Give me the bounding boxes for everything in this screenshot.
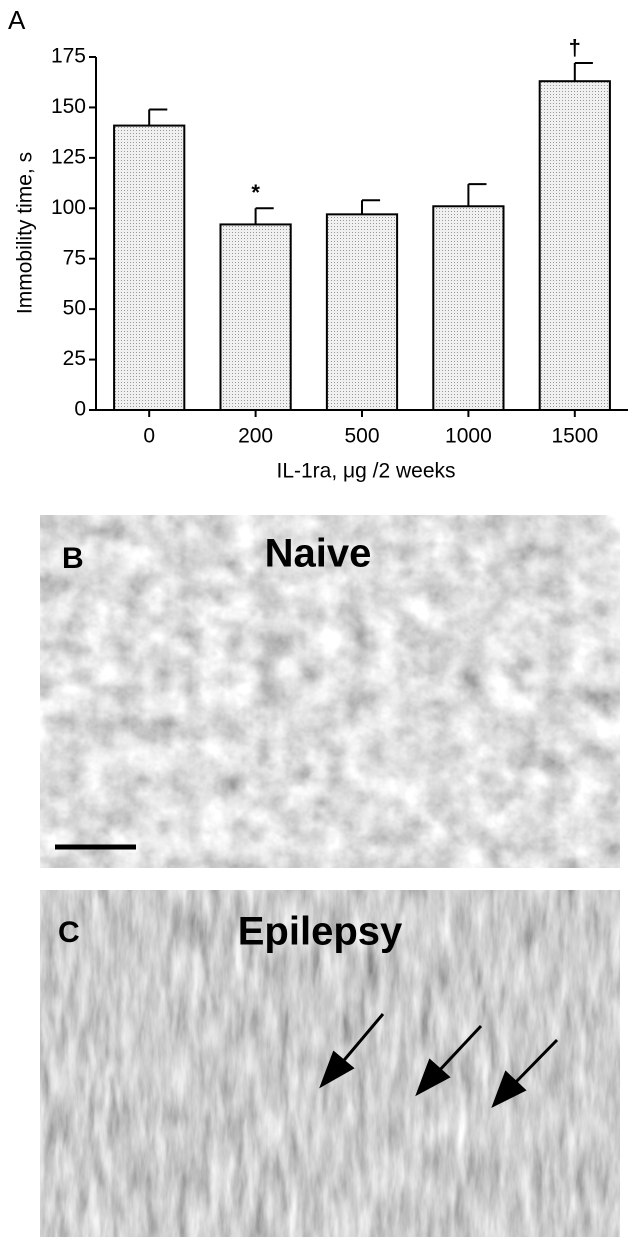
y-axis-label: Immobility time, s xyxy=(14,152,37,314)
panel-title: Naive xyxy=(265,532,372,576)
y-tick-label: 100 xyxy=(51,196,86,219)
annotation: † xyxy=(569,35,581,60)
error-bar xyxy=(467,183,487,207)
arrows xyxy=(319,1013,559,1109)
y-tick-label: 150 xyxy=(51,95,86,118)
panel-label: A xyxy=(8,5,26,35)
annotation: * xyxy=(251,180,260,205)
y-tick-label: 50 xyxy=(63,297,86,320)
panel-label: C xyxy=(58,916,80,949)
y-tick-label: 25 xyxy=(63,347,86,370)
bar xyxy=(219,223,292,411)
error-bar xyxy=(148,108,168,126)
bar xyxy=(432,205,505,411)
x-axis-label: IL-1ra, μg /2 weeks xyxy=(276,460,455,483)
x-tick-label: 1500 xyxy=(551,425,598,448)
bar xyxy=(113,124,186,411)
error-bar xyxy=(361,199,381,215)
error-bar xyxy=(573,62,593,82)
bar xyxy=(325,213,399,411)
x-tick-label: 500 xyxy=(344,425,379,448)
x-tick-label: 200 xyxy=(238,425,273,448)
y-tick-label: 125 xyxy=(51,145,86,168)
error-bar xyxy=(254,207,274,225)
y-tick-label: 0 xyxy=(74,398,86,421)
panel-label: B xyxy=(62,542,84,575)
bar xyxy=(538,80,611,411)
panel-title: Epilepsy xyxy=(238,910,403,954)
micrograph xyxy=(40,515,620,868)
x-tick-label: 1000 xyxy=(445,425,492,448)
y-tick-label: 75 xyxy=(63,246,86,269)
y-tick-label: 175 xyxy=(51,45,86,68)
plot: 0 25 50 75 100 125 150 175 0 200 500 1000 1500 * † xyxy=(51,35,628,448)
x-tick-label: 0 xyxy=(143,425,155,448)
